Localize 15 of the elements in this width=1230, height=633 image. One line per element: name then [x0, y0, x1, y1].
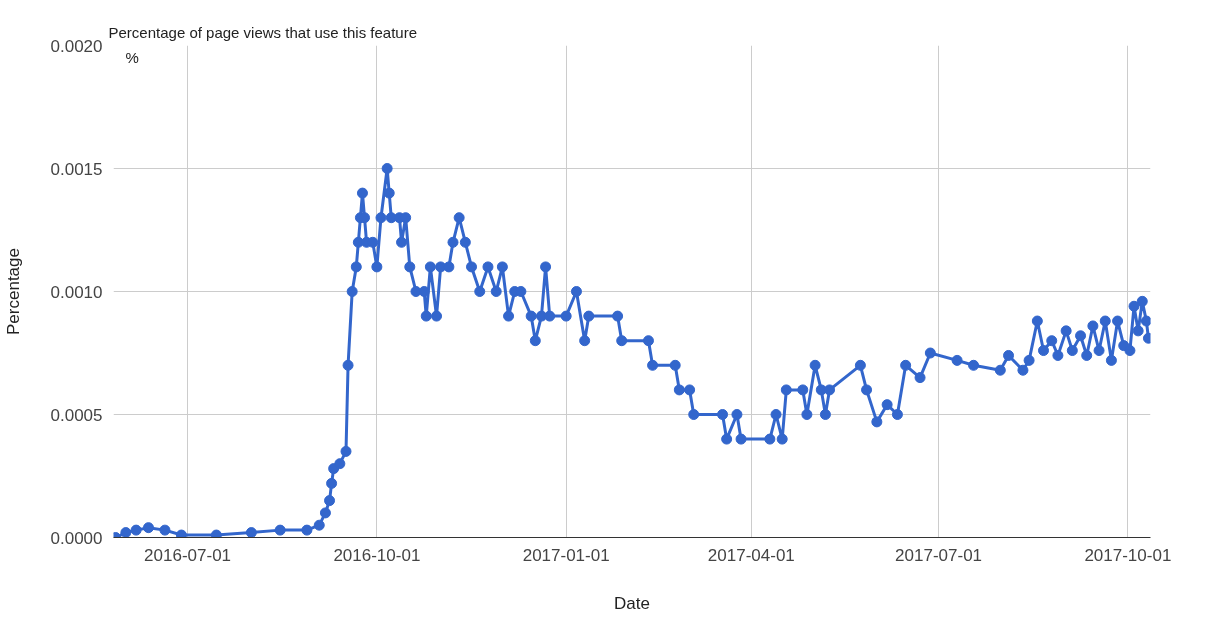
y-tick-label: 0.0005: [50, 405, 103, 425]
x-tick-label: 2017-07-01: [895, 545, 983, 565]
y-tick-label: 0.0020: [50, 36, 103, 56]
y-tick-label: 0.0015: [50, 159, 103, 179]
x-tick-label: 2017-10-01: [1084, 545, 1172, 565]
x-tick-label: 2017-01-01: [522, 545, 610, 565]
y-axis-title: Percentage: [3, 248, 23, 335]
chart-title: Percentage of page views that use this feature: [108, 23, 418, 41]
x-tick-label: 2017-04-01: [707, 545, 795, 565]
x-tick-label: 2016-07-01: [144, 545, 232, 565]
x-tick-label: 2016-10-01: [333, 545, 421, 565]
y-tick-label: 0.0010: [50, 282, 103, 302]
y-tick-label: 0.0000: [50, 528, 103, 548]
x-axis-title: Date: [614, 593, 650, 613]
annotation: %: [125, 48, 139, 66]
